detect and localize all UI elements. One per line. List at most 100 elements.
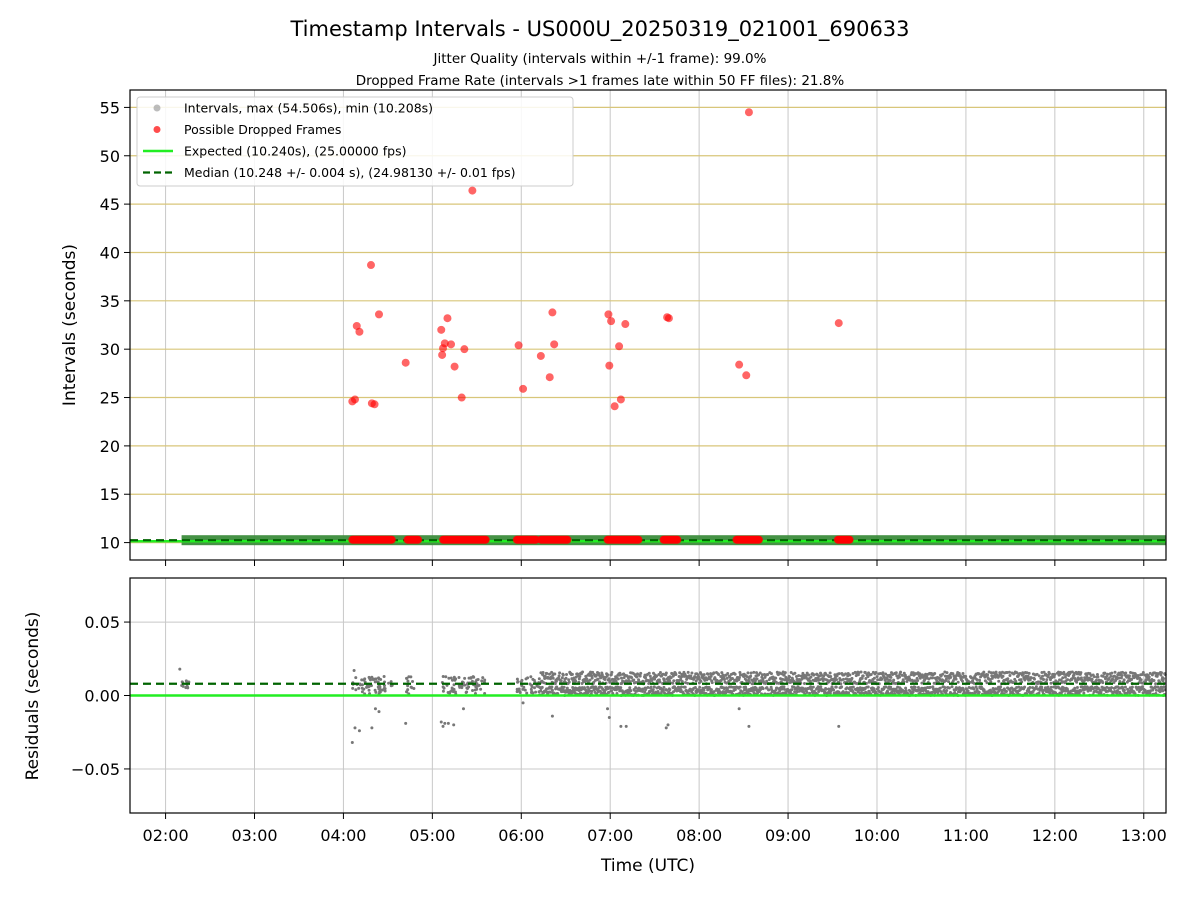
residual-point <box>725 686 729 690</box>
residual-point <box>1004 689 1008 693</box>
residual-point <box>789 670 793 674</box>
residual-point <box>960 679 964 683</box>
residual-point <box>1119 676 1123 680</box>
bottom-y-tick-label: 0.05 <box>84 613 120 632</box>
residual-point <box>944 677 948 681</box>
residual-point <box>619 676 623 680</box>
residual-point <box>780 687 784 691</box>
residual-point <box>808 691 812 695</box>
residual-point <box>837 672 841 676</box>
dropped-frame-point <box>460 345 469 354</box>
residual-point <box>872 676 876 680</box>
residual-point <box>1048 691 1052 695</box>
residual-point <box>749 671 753 675</box>
residual-point <box>360 683 364 687</box>
residual-point <box>662 685 666 689</box>
residual-point <box>610 670 614 674</box>
residual-point <box>629 689 633 693</box>
bottom-x-tick-label: 12:00 <box>1032 826 1078 845</box>
residual-point <box>441 689 445 693</box>
residual-point <box>483 678 487 682</box>
dropped-frame-point <box>457 393 466 402</box>
bottom-x-tick-label: 08:00 <box>676 826 722 845</box>
residual-point <box>1018 672 1022 676</box>
residual-point <box>939 690 943 694</box>
residual-point <box>832 688 836 692</box>
residual-point <box>869 672 873 676</box>
residual-point <box>1098 688 1102 692</box>
residual-point <box>448 691 452 695</box>
residual-point <box>1083 678 1087 682</box>
residual-point <box>559 679 563 683</box>
residual-point <box>1127 674 1131 678</box>
residual-point <box>473 691 477 695</box>
residual-point <box>1148 691 1152 695</box>
bottom-x-tick-label: 10:00 <box>854 826 900 845</box>
residual-point <box>928 685 932 689</box>
dropped-frame-point <box>548 308 557 317</box>
residual-point <box>1130 677 1134 681</box>
residual-point <box>1048 678 1052 682</box>
residual-point <box>947 686 951 690</box>
residual-point <box>1110 671 1114 675</box>
residual-point <box>1115 689 1119 693</box>
residual-point <box>1027 688 1031 692</box>
residual-point <box>956 680 960 684</box>
residual-point <box>412 687 416 691</box>
bottom-x-tick-label: 11:00 <box>943 826 989 845</box>
residual-point <box>590 689 594 693</box>
residual-point <box>442 686 446 690</box>
residual-point <box>943 686 947 690</box>
residual-point <box>363 677 367 681</box>
residual-point <box>1028 686 1032 690</box>
residual-point <box>452 723 456 727</box>
legend-label: Expected (10.240s), (25.00000 fps) <box>184 144 406 159</box>
dropped-frame-point <box>834 319 843 328</box>
residual-point <box>1109 674 1113 678</box>
residual-point <box>664 726 668 730</box>
residual-point <box>627 691 631 695</box>
residual-point <box>774 676 778 680</box>
residual-point <box>876 685 880 689</box>
residual-point <box>978 678 982 682</box>
residual-point <box>646 685 650 689</box>
dropped-frame-point <box>481 535 490 544</box>
top-y-tick-label: 40 <box>100 243 120 262</box>
residual-point <box>803 682 807 686</box>
residual-point <box>715 678 719 682</box>
residual-point <box>1122 678 1126 682</box>
residual-point <box>983 679 987 683</box>
residual-point <box>450 689 454 693</box>
residual-point <box>1047 672 1051 676</box>
residual-point <box>651 688 655 692</box>
residual-point <box>447 676 451 680</box>
dropped-frame-point <box>447 340 456 349</box>
residual-point <box>737 707 741 711</box>
residual-point <box>696 673 700 677</box>
residual-point <box>752 670 756 674</box>
residual-point <box>539 689 543 693</box>
residual-point <box>620 689 624 693</box>
residual-point <box>778 689 782 693</box>
residual-point <box>350 741 354 744</box>
residual-point <box>1162 677 1166 681</box>
residual-point <box>949 675 953 679</box>
residual-point <box>624 724 628 728</box>
bottom-x-tick-label: 04:00 <box>320 826 366 845</box>
residual-point <box>689 674 693 678</box>
bottom-y-tick-label: −0.05 <box>71 760 120 779</box>
residual-point <box>790 688 794 692</box>
residual-point <box>1073 686 1077 690</box>
residual-point <box>782 685 786 689</box>
residual-point <box>371 677 375 681</box>
residual-point <box>404 721 408 725</box>
residual-point <box>709 674 713 678</box>
residual-point <box>920 673 924 677</box>
residual-point <box>389 680 393 684</box>
residual-point <box>644 676 648 680</box>
residual-point <box>702 673 706 677</box>
residual-point <box>730 677 734 681</box>
residual-point <box>358 682 362 686</box>
residual-point <box>859 670 863 674</box>
residual-point <box>1066 678 1070 682</box>
